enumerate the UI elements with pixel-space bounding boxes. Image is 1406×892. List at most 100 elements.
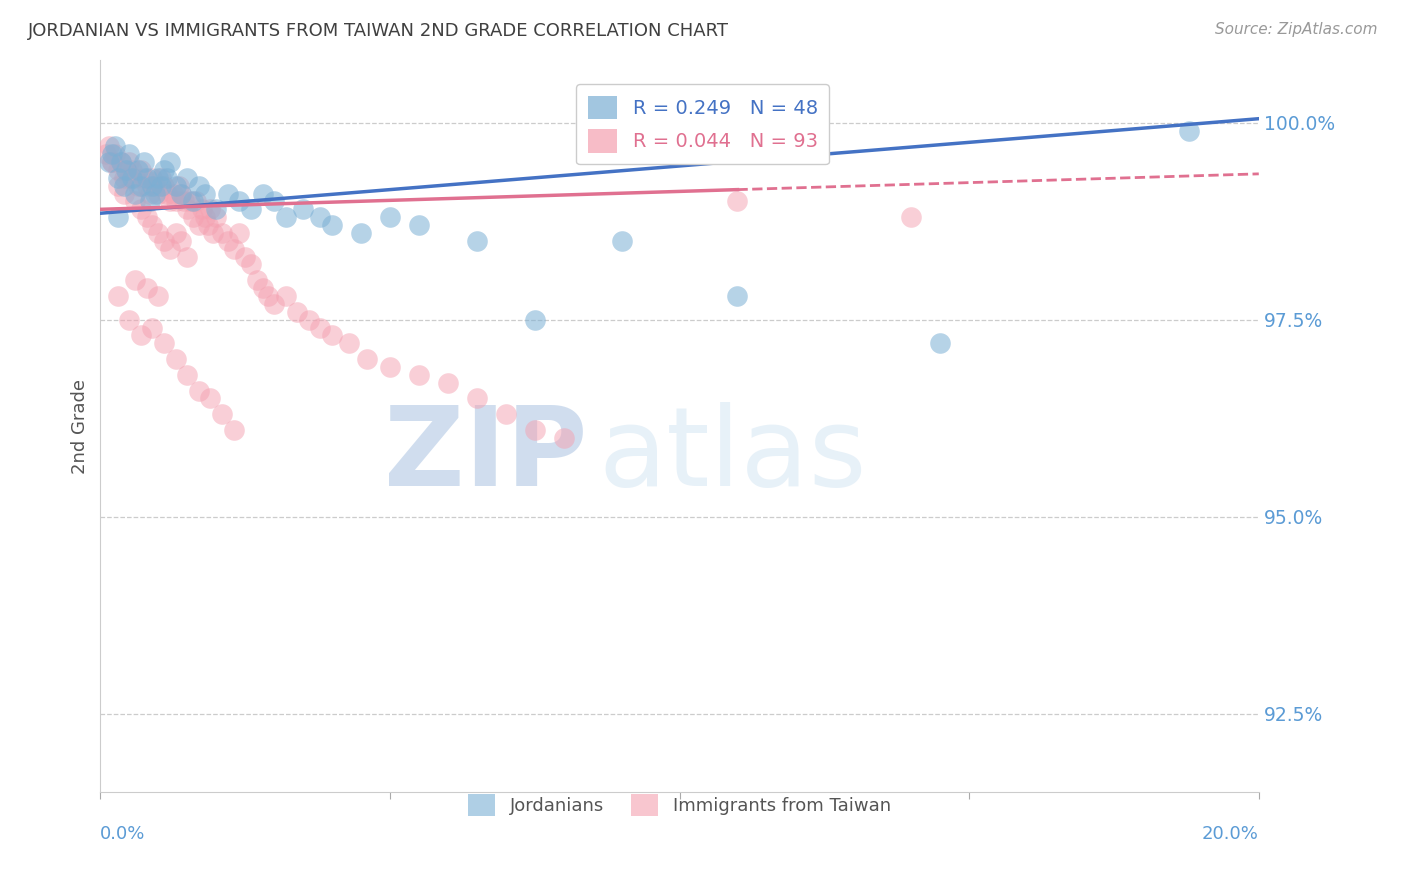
- Point: [115, 162, 138, 177]
- Point: [233, 250, 256, 264]
- Point: [553, 431, 575, 445]
- Text: 20.0%: 20.0%: [1202, 825, 1258, 844]
- Point: [339, 336, 361, 351]
- Point: [217, 186, 239, 201]
- Point: [148, 226, 170, 240]
- Point: [309, 320, 332, 334]
- Point: [124, 170, 146, 185]
- Point: [222, 242, 245, 256]
- Point: [465, 234, 488, 248]
- Point: [107, 170, 129, 185]
- Point: [194, 186, 217, 201]
- Text: Source: ZipAtlas.com: Source: ZipAtlas.com: [1215, 22, 1378, 37]
- Point: [170, 234, 193, 248]
- Point: [173, 194, 195, 209]
- Point: [98, 139, 121, 153]
- Point: [350, 226, 373, 240]
- Text: atlas: atlas: [599, 401, 868, 508]
- Point: [187, 384, 209, 398]
- Point: [165, 178, 187, 193]
- Point: [129, 178, 152, 193]
- Point: [356, 351, 378, 366]
- Point: [170, 186, 193, 201]
- Point: [124, 194, 146, 209]
- Point: [107, 178, 129, 193]
- Point: [274, 289, 297, 303]
- Point: [239, 257, 262, 271]
- Point: [205, 210, 228, 224]
- Point: [176, 202, 198, 217]
- Point: [167, 178, 190, 193]
- Point: [107, 289, 129, 303]
- Y-axis label: 2nd Grade: 2nd Grade: [72, 378, 89, 474]
- Point: [378, 210, 401, 224]
- Point: [1178, 123, 1201, 137]
- Point: [112, 170, 135, 185]
- Point: [321, 328, 343, 343]
- Point: [309, 210, 332, 224]
- Point: [523, 312, 546, 326]
- Point: [228, 194, 250, 209]
- Point: [176, 250, 198, 264]
- Point: [118, 155, 141, 169]
- Point: [727, 289, 749, 303]
- Text: ZIP: ZIP: [384, 401, 586, 508]
- Point: [124, 186, 146, 201]
- Point: [217, 234, 239, 248]
- Point: [211, 407, 233, 421]
- Point: [179, 194, 201, 209]
- Point: [129, 202, 152, 217]
- Point: [118, 170, 141, 185]
- Point: [156, 186, 179, 201]
- Point: [118, 147, 141, 161]
- Point: [205, 202, 228, 217]
- Point: [135, 170, 157, 185]
- Point: [110, 155, 132, 169]
- Point: [274, 210, 297, 224]
- Point: [159, 155, 181, 169]
- Point: [165, 226, 187, 240]
- Point: [202, 226, 225, 240]
- Point: [138, 186, 160, 201]
- Point: [112, 186, 135, 201]
- Point: [148, 186, 170, 201]
- Point: [159, 242, 181, 256]
- Point: [197, 218, 219, 232]
- Point: [408, 368, 430, 382]
- Point: [408, 218, 430, 232]
- Point: [239, 202, 262, 217]
- Point: [124, 273, 146, 287]
- Point: [321, 218, 343, 232]
- Point: [118, 312, 141, 326]
- Point: [727, 194, 749, 209]
- Point: [101, 155, 124, 169]
- Point: [292, 202, 315, 217]
- Point: [200, 392, 222, 406]
- Point: [162, 186, 184, 201]
- Point: [257, 289, 280, 303]
- Point: [298, 312, 321, 326]
- Point: [263, 194, 285, 209]
- Point: [465, 392, 488, 406]
- Point: [98, 155, 121, 169]
- Point: [523, 423, 546, 437]
- Point: [285, 304, 308, 318]
- Point: [156, 170, 179, 185]
- Point: [495, 407, 517, 421]
- Point: [194, 210, 217, 224]
- Point: [141, 218, 163, 232]
- Point: [378, 359, 401, 374]
- Point: [190, 202, 212, 217]
- Point: [211, 226, 233, 240]
- Point: [165, 351, 187, 366]
- Text: JORDANIAN VS IMMIGRANTS FROM TAIWAN 2ND GRADE CORRELATION CHART: JORDANIAN VS IMMIGRANTS FROM TAIWAN 2ND …: [28, 22, 730, 40]
- Point: [181, 194, 204, 209]
- Point: [101, 147, 124, 161]
- Point: [187, 218, 209, 232]
- Point: [141, 178, 163, 193]
- Point: [181, 210, 204, 224]
- Point: [104, 147, 127, 161]
- Legend: Jordanians, Immigrants from Taiwan: Jordanians, Immigrants from Taiwan: [461, 788, 898, 823]
- Point: [141, 320, 163, 334]
- Point: [159, 194, 181, 209]
